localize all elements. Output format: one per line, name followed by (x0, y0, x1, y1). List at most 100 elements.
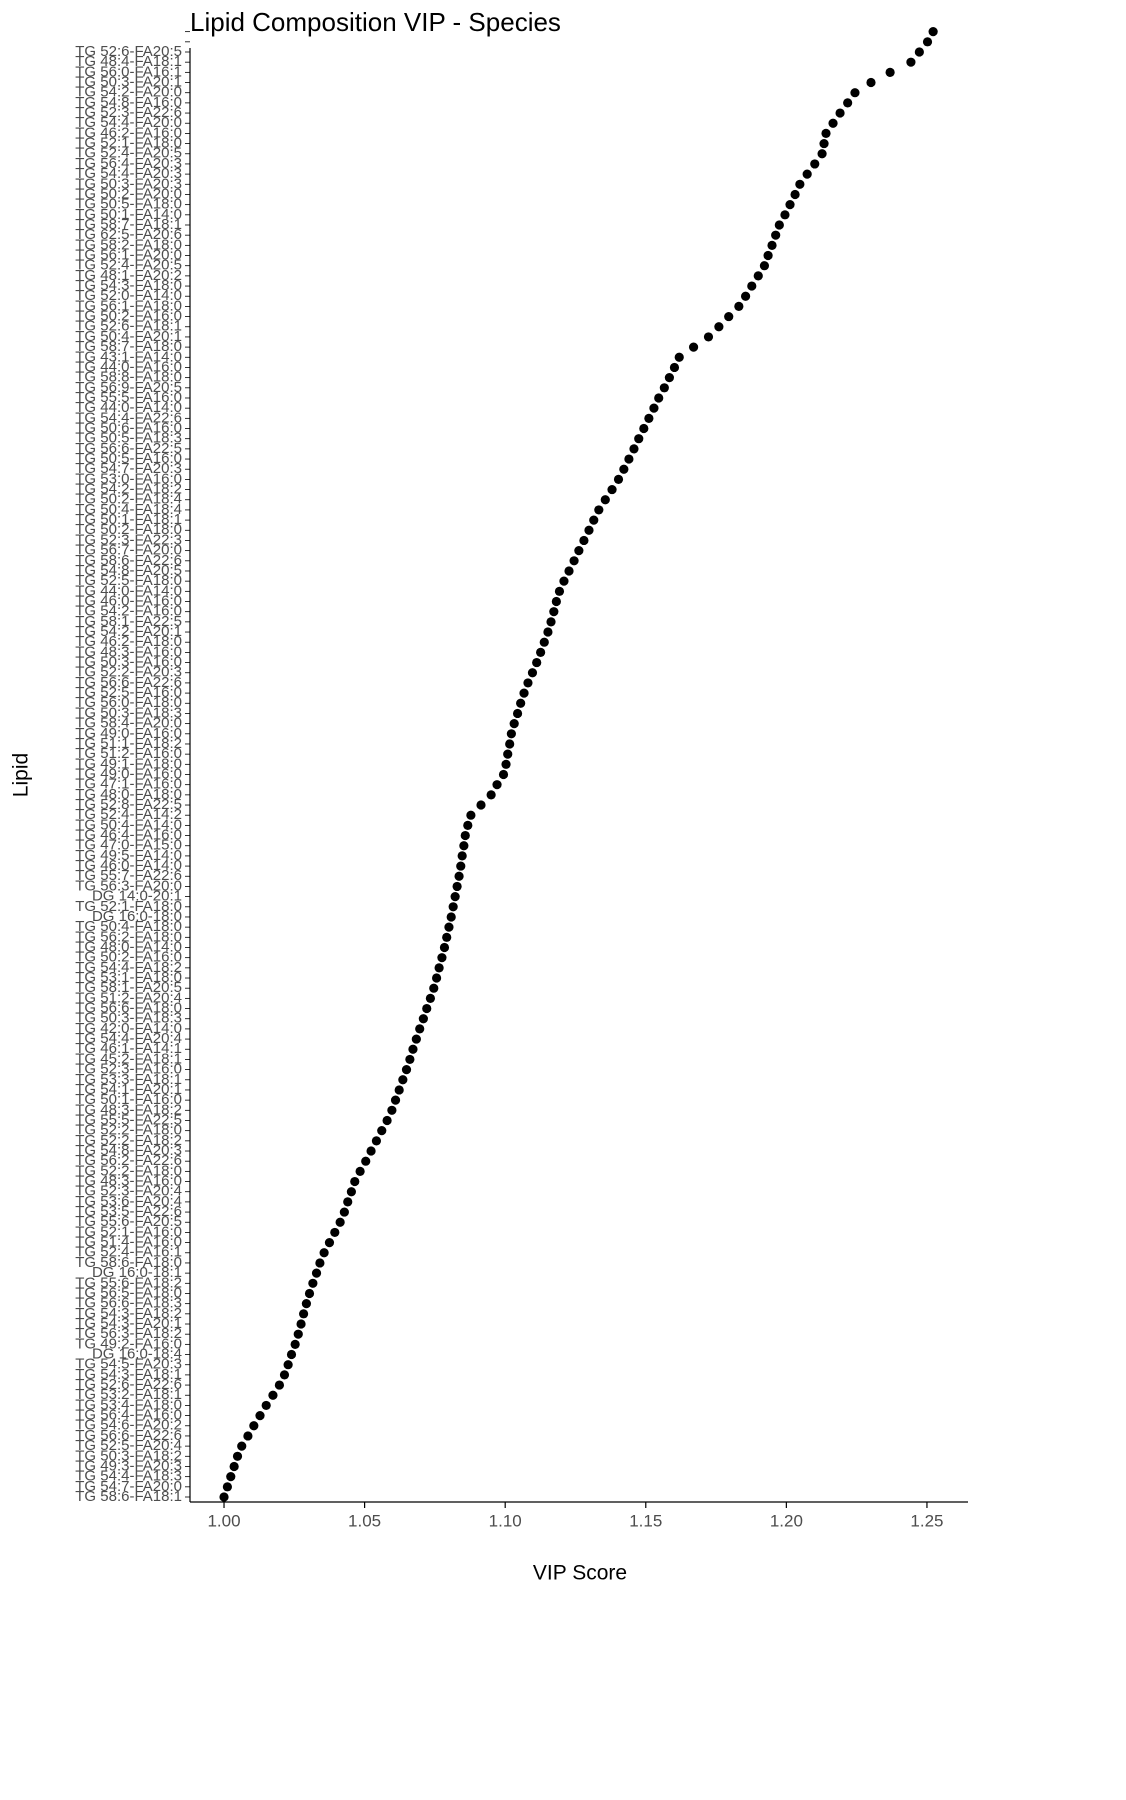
y-tick-label: TG 49:0-FA16:0 (75, 765, 182, 782)
dot (551, 596, 561, 607)
y-tick-label: TG 56:5-FA18:0 (75, 1284, 182, 1301)
dot (885, 67, 895, 77)
y-tick-label: TG 62:5-FA20:6 (75, 226, 182, 243)
y-tick-label: TG 50:3-FA18:3 (75, 1010, 182, 1027)
dot (343, 1197, 353, 1207)
dot (361, 1156, 371, 1166)
y-tick-label: TG 54:7-FA20:0 (75, 1478, 182, 1495)
dot (448, 902, 458, 912)
y-tick-label: TG 50:2-FA20:0 (75, 185, 182, 202)
y-tick-label: TG 56:0-FA18:0 (75, 694, 182, 711)
y-tick-label: TG 56:6-FA22:6 (75, 674, 182, 691)
dot (460, 830, 470, 841)
dot (771, 230, 781, 240)
y-tick-label: TG 50:5-FA18:0 (75, 196, 182, 213)
x-tick-label: 1.20 (770, 1511, 803, 1530)
dot (311, 1268, 322, 1278)
y-tick-label: TG 52:8-FA22:5 (75, 796, 182, 813)
y-tick-label: TG 54:3-FA20:1 (75, 1315, 182, 1332)
y-tick-label: TG 53:1-FA18:0 (75, 969, 182, 986)
y-tick-label: TG 52:4-FA16:1 (75, 1244, 182, 1261)
dot (519, 688, 529, 698)
dot (366, 1146, 376, 1156)
y-tick-label: TG 56:4-FA16:0 (75, 1407, 182, 1424)
y-tick-label: TG 46:0-FA14:0 (75, 857, 182, 874)
y-tick-label: TG 46:2-FA16:0 (75, 124, 182, 141)
y-tick-label: TG 58:6-FA18:1 (75, 1488, 182, 1505)
dot (486, 790, 496, 800)
y-tick-label: TG 52:4-FA14:2 (75, 806, 182, 823)
dot (843, 98, 853, 108)
y-tick-label: TG 54:4-FA20:3 (75, 165, 182, 182)
dot (466, 810, 476, 820)
y-tick-label: TG 55:6-FA20:5 (75, 1213, 182, 1230)
dot (339, 1207, 349, 1217)
y-tick-label: TG 52:2-FA20:3 (75, 664, 182, 681)
dot (523, 678, 533, 688)
y-tick-label: TG 56:6-FA22:5 (75, 440, 182, 457)
y-tick-label: TG 52:3-FA16:0 (75, 1061, 182, 1078)
dot (629, 444, 639, 454)
y-tick-label: TG 56:2-FA22:6 (75, 1152, 182, 1169)
dot (411, 1034, 421, 1044)
dot (476, 800, 486, 810)
y-tick-label: TG 52:1-FA16:0 (75, 1223, 182, 1240)
dot (439, 942, 450, 953)
x-tick-label: 1.10 (489, 1511, 522, 1530)
dot (279, 1370, 290, 1380)
dot (415, 1024, 425, 1034)
y-tick-label: TG 50:3-FA20:1 (75, 73, 182, 90)
y-tick-label: TG 46:4-FA16:0 (75, 827, 182, 844)
dot (296, 1319, 306, 1329)
dot (817, 149, 827, 159)
y-tick-label: TG 50:4-FA18:4 (75, 501, 182, 518)
dot (747, 281, 757, 291)
y-tick-label: TG 46:1-FA14:1 (75, 1040, 182, 1057)
dot (377, 1126, 387, 1136)
dot (346, 1187, 356, 1197)
dot (249, 1421, 259, 1431)
dot (459, 841, 469, 851)
y-tick-label: TG 50:5-FA18:3 (75, 430, 182, 447)
y-tick-label: TG 54:3-FA18:1 (75, 1366, 182, 1383)
dot (283, 1360, 293, 1370)
y-tick-label: TG 56:3-FA20:0 (75, 877, 182, 894)
y-tick-label: TG 50:1-FA16:0 (75, 1091, 182, 1108)
dot (394, 1085, 404, 1095)
y-tick-label: TG 56:9-FA20:5 (75, 379, 182, 396)
y-tick-label: TG 44:0-FA16:0 (75, 358, 182, 375)
dot (785, 200, 795, 210)
dot (659, 383, 669, 393)
y-tick-label: TG 50:3-FA18:2 (75, 1447, 182, 1464)
dot (501, 759, 511, 769)
y-tick-label: TG 50:3-FA20:3 (75, 175, 182, 192)
y-tick-label: TG 52:4-FA20:5 (75, 145, 182, 162)
y-tick-label: TG 54:2-FA16:0 (75, 603, 182, 620)
dot (906, 57, 916, 67)
dot (828, 118, 838, 128)
y-tick-label: TG 54:6-FA20:2 (75, 1417, 182, 1434)
y-tick-label: TG 48:4-FA18:1 (75, 53, 182, 70)
dot (532, 657, 542, 668)
dot (594, 505, 604, 515)
dot (753, 271, 763, 281)
dot (422, 1003, 432, 1014)
x-tick-label: 1.15 (629, 1511, 662, 1530)
dot (308, 1278, 318, 1288)
y-tick-label: TG 48:1-FA20:2 (75, 267, 182, 284)
dot (763, 250, 773, 261)
y-tick-label: TG 51:2-FA20:4 (75, 989, 182, 1006)
dot (928, 27, 938, 37)
dot (564, 566, 574, 576)
y-tick-label: TG 52:6-FA20:5 (75, 43, 182, 60)
y-tick-label: TG 58:1-FA20:5 (75, 979, 182, 996)
y-tick-label: TG 54:3-FA18:0 (75, 277, 182, 294)
dot (714, 322, 724, 332)
dot (850, 88, 860, 98)
dot (492, 780, 502, 790)
dot (821, 128, 831, 139)
dot (330, 1227, 340, 1238)
dot (450, 892, 460, 902)
dot (261, 1400, 271, 1411)
